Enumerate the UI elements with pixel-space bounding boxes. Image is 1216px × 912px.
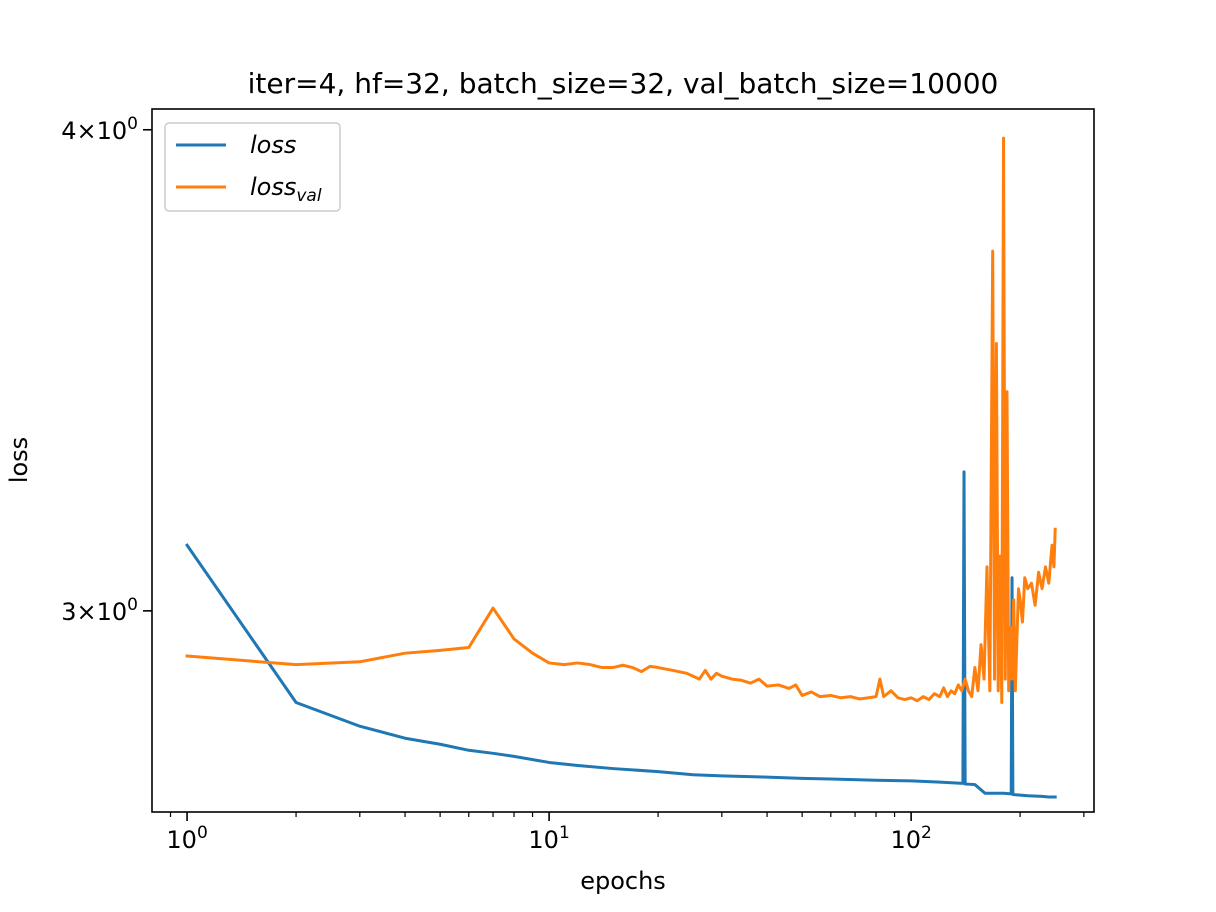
y-tick-label: 3×100 (61, 595, 138, 626)
x-axis-label: epochs (580, 867, 666, 895)
x-tick-label: 102 (890, 823, 931, 854)
series-line-loss (184, 470, 1057, 799)
legend-label: lossval (250, 173, 322, 206)
y-tick-label: 4×100 (61, 114, 138, 145)
y-axis-label: loss (5, 437, 33, 483)
series-line-loss-val (185, 136, 1057, 704)
legend-label: loss (250, 131, 296, 159)
axis-ticks: 100 101 102 3×100 4×100 (61, 114, 1085, 854)
legend: loss lossval (164, 122, 341, 212)
axes-frame (151, 108, 1095, 813)
chart-title: iter=4, hf=32, batch_size=32, val_batch_… (248, 67, 999, 100)
series-group (184, 136, 1057, 799)
x-tick-label: 100 (166, 823, 207, 854)
plot-area (151, 108, 1095, 813)
x-tick-label: 101 (528, 823, 569, 854)
